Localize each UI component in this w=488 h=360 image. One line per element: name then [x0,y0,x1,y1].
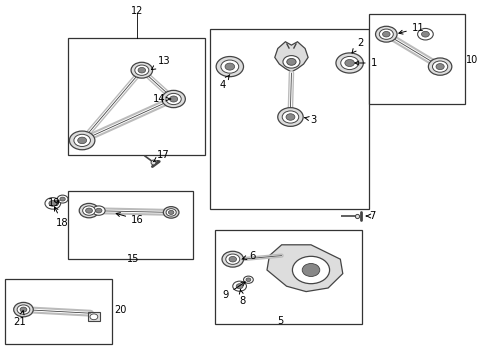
Circle shape [236,284,243,289]
Circle shape [435,64,443,69]
Circle shape [224,63,234,70]
Circle shape [302,264,319,276]
Circle shape [245,278,250,282]
Text: 1: 1 [354,58,376,68]
Circle shape [14,302,33,317]
Circle shape [138,67,145,73]
Circle shape [45,198,61,209]
Circle shape [60,197,65,201]
Circle shape [74,134,90,147]
Text: 19: 19 [48,198,61,208]
Circle shape [163,207,179,218]
Circle shape [225,254,239,264]
Circle shape [95,208,102,213]
Circle shape [421,31,428,37]
Text: 17: 17 [153,150,169,162]
Circle shape [335,53,363,73]
Circle shape [82,206,95,215]
Circle shape [283,55,299,68]
Circle shape [92,206,105,215]
Text: 13: 13 [151,56,170,69]
Circle shape [169,96,177,102]
Text: 15: 15 [127,254,139,264]
Circle shape [375,26,396,42]
Text: 9: 9 [222,282,244,300]
Text: 12: 12 [131,6,143,16]
Polygon shape [266,245,342,292]
Bar [5,279,112,344]
Circle shape [20,307,27,312]
Text: 4: 4 [219,75,229,90]
Circle shape [232,281,246,291]
Text: 16: 16 [116,213,143,225]
Circle shape [85,208,92,213]
Text: 5: 5 [277,316,283,326]
Polygon shape [274,42,307,72]
Circle shape [162,90,185,108]
Text: 3: 3 [304,114,316,125]
Circle shape [340,57,358,69]
Circle shape [90,314,98,320]
Circle shape [427,58,451,75]
Circle shape [285,114,294,120]
Text: 11: 11 [398,23,424,34]
Bar [210,29,368,209]
Text: 20: 20 [114,305,126,315]
Bar [88,312,100,321]
Circle shape [216,57,243,77]
Text: 2: 2 [351,38,363,53]
Circle shape [49,201,57,206]
Circle shape [57,195,68,203]
Circle shape [17,305,30,314]
Circle shape [165,93,181,105]
Bar [68,38,205,155]
Circle shape [228,256,236,262]
Circle shape [168,210,174,215]
Text: 10: 10 [465,55,477,66]
Circle shape [78,137,86,144]
Circle shape [286,58,296,65]
Text: 8: 8 [239,290,245,306]
Text: 14: 14 [152,94,170,104]
Bar [68,191,193,259]
Circle shape [243,276,253,283]
Text: 18: 18 [54,207,69,228]
Circle shape [69,131,95,150]
Circle shape [382,31,389,37]
Circle shape [277,108,303,126]
Circle shape [221,60,238,73]
Circle shape [292,256,329,284]
Circle shape [344,59,354,67]
Circle shape [79,203,99,218]
Circle shape [282,111,298,123]
Circle shape [379,29,392,39]
Text: 6: 6 [242,251,255,261]
Circle shape [431,61,447,72]
Circle shape [417,28,432,40]
Circle shape [135,65,148,75]
Bar [368,14,464,104]
Bar [215,230,361,324]
Text: 21: 21 [14,311,26,327]
Circle shape [222,251,243,267]
Text: 7: 7 [366,211,375,221]
Circle shape [166,209,176,216]
Circle shape [131,62,152,78]
